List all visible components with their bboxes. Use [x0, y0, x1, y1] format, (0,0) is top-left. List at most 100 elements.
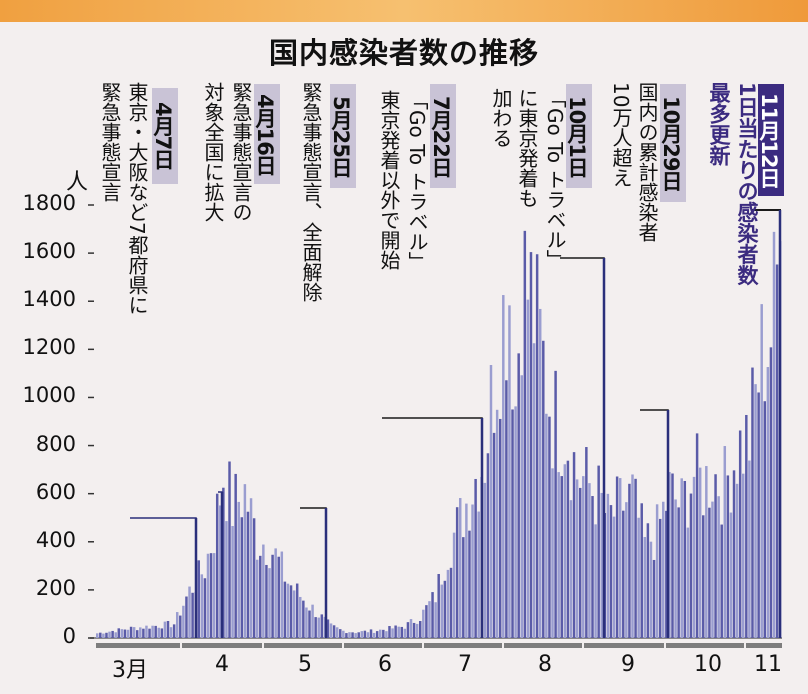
daily-bar: [182, 605, 185, 638]
x-tick-label: 9: [621, 652, 635, 677]
daily-bar: [702, 515, 705, 638]
y-tick-label: 1200: [22, 335, 76, 360]
daily-bar: [545, 413, 548, 638]
daily-bar: [671, 473, 674, 638]
daily-bar: [486, 453, 490, 638]
daily-bar: [379, 629, 382, 638]
daily-bar: [335, 627, 339, 638]
daily-bar: [148, 628, 151, 638]
daily-bar: [591, 496, 594, 638]
daily-bar: [726, 475, 730, 638]
daily-bar: [108, 631, 111, 638]
annotation-text: 東京発着以外で開始: [377, 90, 401, 270]
month-segment-bar: [584, 643, 664, 648]
daily-bar: [175, 612, 179, 638]
daily-bar: [280, 551, 284, 638]
daily-bar: [649, 541, 653, 638]
daily-bar: [96, 633, 99, 638]
daily-bar: [720, 524, 723, 638]
daily-bar: [422, 609, 425, 638]
daily-bar: [314, 617, 317, 638]
daily-bar: [708, 507, 711, 638]
annotation-text: 1日当たりの感染者数: [735, 82, 759, 286]
daily-bar: [415, 623, 419, 638]
daily-bar: [111, 630, 114, 638]
daily-bar: [529, 252, 533, 638]
daily-bar: [446, 569, 450, 638]
y-tick-label: 1800: [22, 191, 76, 215]
daily-bar: [569, 500, 573, 638]
daily-bar: [388, 626, 391, 638]
month-segment-bar: [424, 643, 502, 648]
daily-bar: [259, 555, 262, 638]
annotation-text: 対象全国に拡大: [201, 82, 225, 222]
daily-bar: [360, 631, 364, 638]
daily-bar: [209, 553, 213, 638]
daily-bar: [114, 632, 117, 638]
daily-bar: [351, 632, 354, 638]
annotation-text: 加わる: [489, 88, 513, 148]
daily-bar: [717, 496, 720, 638]
daily-bar: [206, 553, 210, 638]
daily-bar: [425, 605, 428, 638]
daily-bar: [391, 628, 394, 638]
daily-bar: [311, 604, 314, 638]
daily-bar: [548, 416, 551, 638]
y-tick-label: 1000: [22, 383, 76, 408]
daily-bar: [292, 590, 296, 638]
daily-bar: [394, 625, 397, 638]
annotation-date-badge: 4月7日: [151, 88, 178, 184]
daily-bar: [585, 447, 588, 638]
daily-bar: [271, 554, 274, 638]
daily-bar: [339, 629, 342, 638]
daily-bar: [492, 432, 496, 638]
daily-bar: [123, 629, 127, 638]
x-tick-label: 7: [458, 652, 472, 677]
daily-bar: [634, 478, 637, 638]
daily-bar: [760, 304, 763, 638]
daily-bar: [532, 343, 536, 638]
daily-bar: [677, 507, 680, 638]
daily-bar: [274, 548, 277, 638]
daily-bar: [732, 470, 736, 638]
daily-bar: [554, 370, 557, 638]
daily-bar: [434, 602, 437, 638]
y-tick-label: 0: [62, 624, 76, 648]
daily-bar: [197, 560, 200, 638]
daily-bar: [157, 627, 161, 638]
daily-bar: [142, 628, 145, 638]
daily-bar: [745, 414, 748, 638]
daily-bar: [609, 505, 613, 638]
annotation-date-badge: 11月12日: [757, 84, 784, 196]
daily-bar: [628, 483, 631, 638]
daily-bar: [578, 487, 582, 638]
daily-bar: [520, 375, 523, 638]
daily-bar: [132, 627, 136, 638]
daily-bar: [317, 617, 320, 638]
daily-bar: [255, 559, 259, 638]
daily-bar: [163, 621, 167, 638]
daily-bar: [471, 504, 474, 638]
daily-bar: [302, 600, 305, 638]
daily-bar: [495, 409, 499, 638]
daily-bar: [683, 480, 687, 638]
daily-bar: [625, 502, 628, 638]
daily-bar: [151, 625, 154, 638]
daily-bar: [751, 367, 754, 638]
daily-bar: [305, 607, 308, 638]
daily-bar: [615, 476, 619, 638]
daily-bar: [105, 632, 108, 638]
month-segment-bar: [96, 643, 180, 648]
daily-bar: [477, 511, 480, 638]
daily-bar: [145, 625, 148, 638]
daily-bar: [643, 537, 647, 638]
daily-bar: [575, 479, 579, 638]
daily-bar: [551, 468, 554, 638]
daily-bar: [680, 478, 683, 638]
daily-bar: [517, 353, 520, 638]
annotation-date-badge: 10月29日: [659, 84, 686, 202]
daily-bar: [295, 583, 299, 638]
daily-bar: [658, 518, 662, 638]
annotation-date-badge: 7月22日: [429, 84, 456, 188]
